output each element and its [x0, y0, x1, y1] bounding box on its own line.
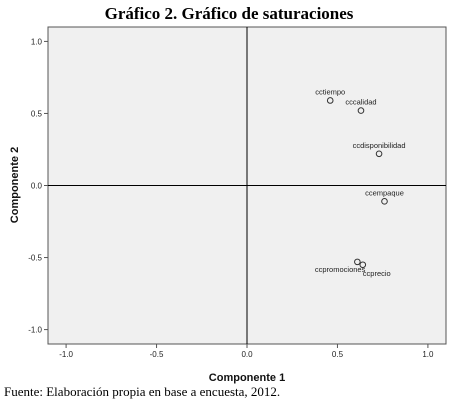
x-tick-label: 0.0: [241, 350, 253, 359]
data-point-marker: [357, 107, 365, 114]
reference-lines: [48, 27, 446, 344]
data-point-marker: [359, 261, 367, 269]
data-point-marker: [326, 97, 334, 104]
data-point-marker: [381, 198, 388, 205]
x-axis-label: Componente 1: [209, 372, 285, 384]
x-tick-label: 1.0: [422, 350, 434, 359]
data-point-marker: [375, 150, 383, 158]
x-tick-label: -0.5: [150, 350, 164, 359]
data-point-label: ccempaque: [365, 188, 404, 197]
x-axis-ticks: -1.0 -0.5 0.0 0.5 1.0: [59, 344, 434, 359]
data-point-marker: [354, 258, 361, 266]
x-tick-label: -1.0: [59, 350, 73, 359]
data-point-label: ccdisponibilidad: [353, 141, 406, 150]
source-note: Fuente: Elaboración propia en base a enc…: [4, 384, 281, 399]
data-point-label: ccprecio: [363, 269, 391, 278]
x-tick-label: 0.5: [332, 350, 344, 359]
y-tick-label: -0.5: [28, 254, 42, 263]
data-point-label: cctiempo: [315, 87, 345, 96]
chart-title: Gráfico 2. Gráfico de saturaciones: [104, 4, 354, 23]
y-tick-label: 0.0: [31, 182, 43, 191]
y-axis-label: Componente 2: [9, 147, 21, 223]
data-point-label: ccpromociones: [315, 265, 366, 274]
y-axis-ticks: 1.0 0.5 0.0 -0.5 -1.0: [28, 37, 48, 335]
y-tick-label: 0.5: [31, 109, 43, 118]
data-point-label: cccalidad: [345, 98, 376, 107]
y-tick-label: -1.0: [28, 326, 42, 335]
y-tick-label: 1.0: [31, 37, 43, 46]
